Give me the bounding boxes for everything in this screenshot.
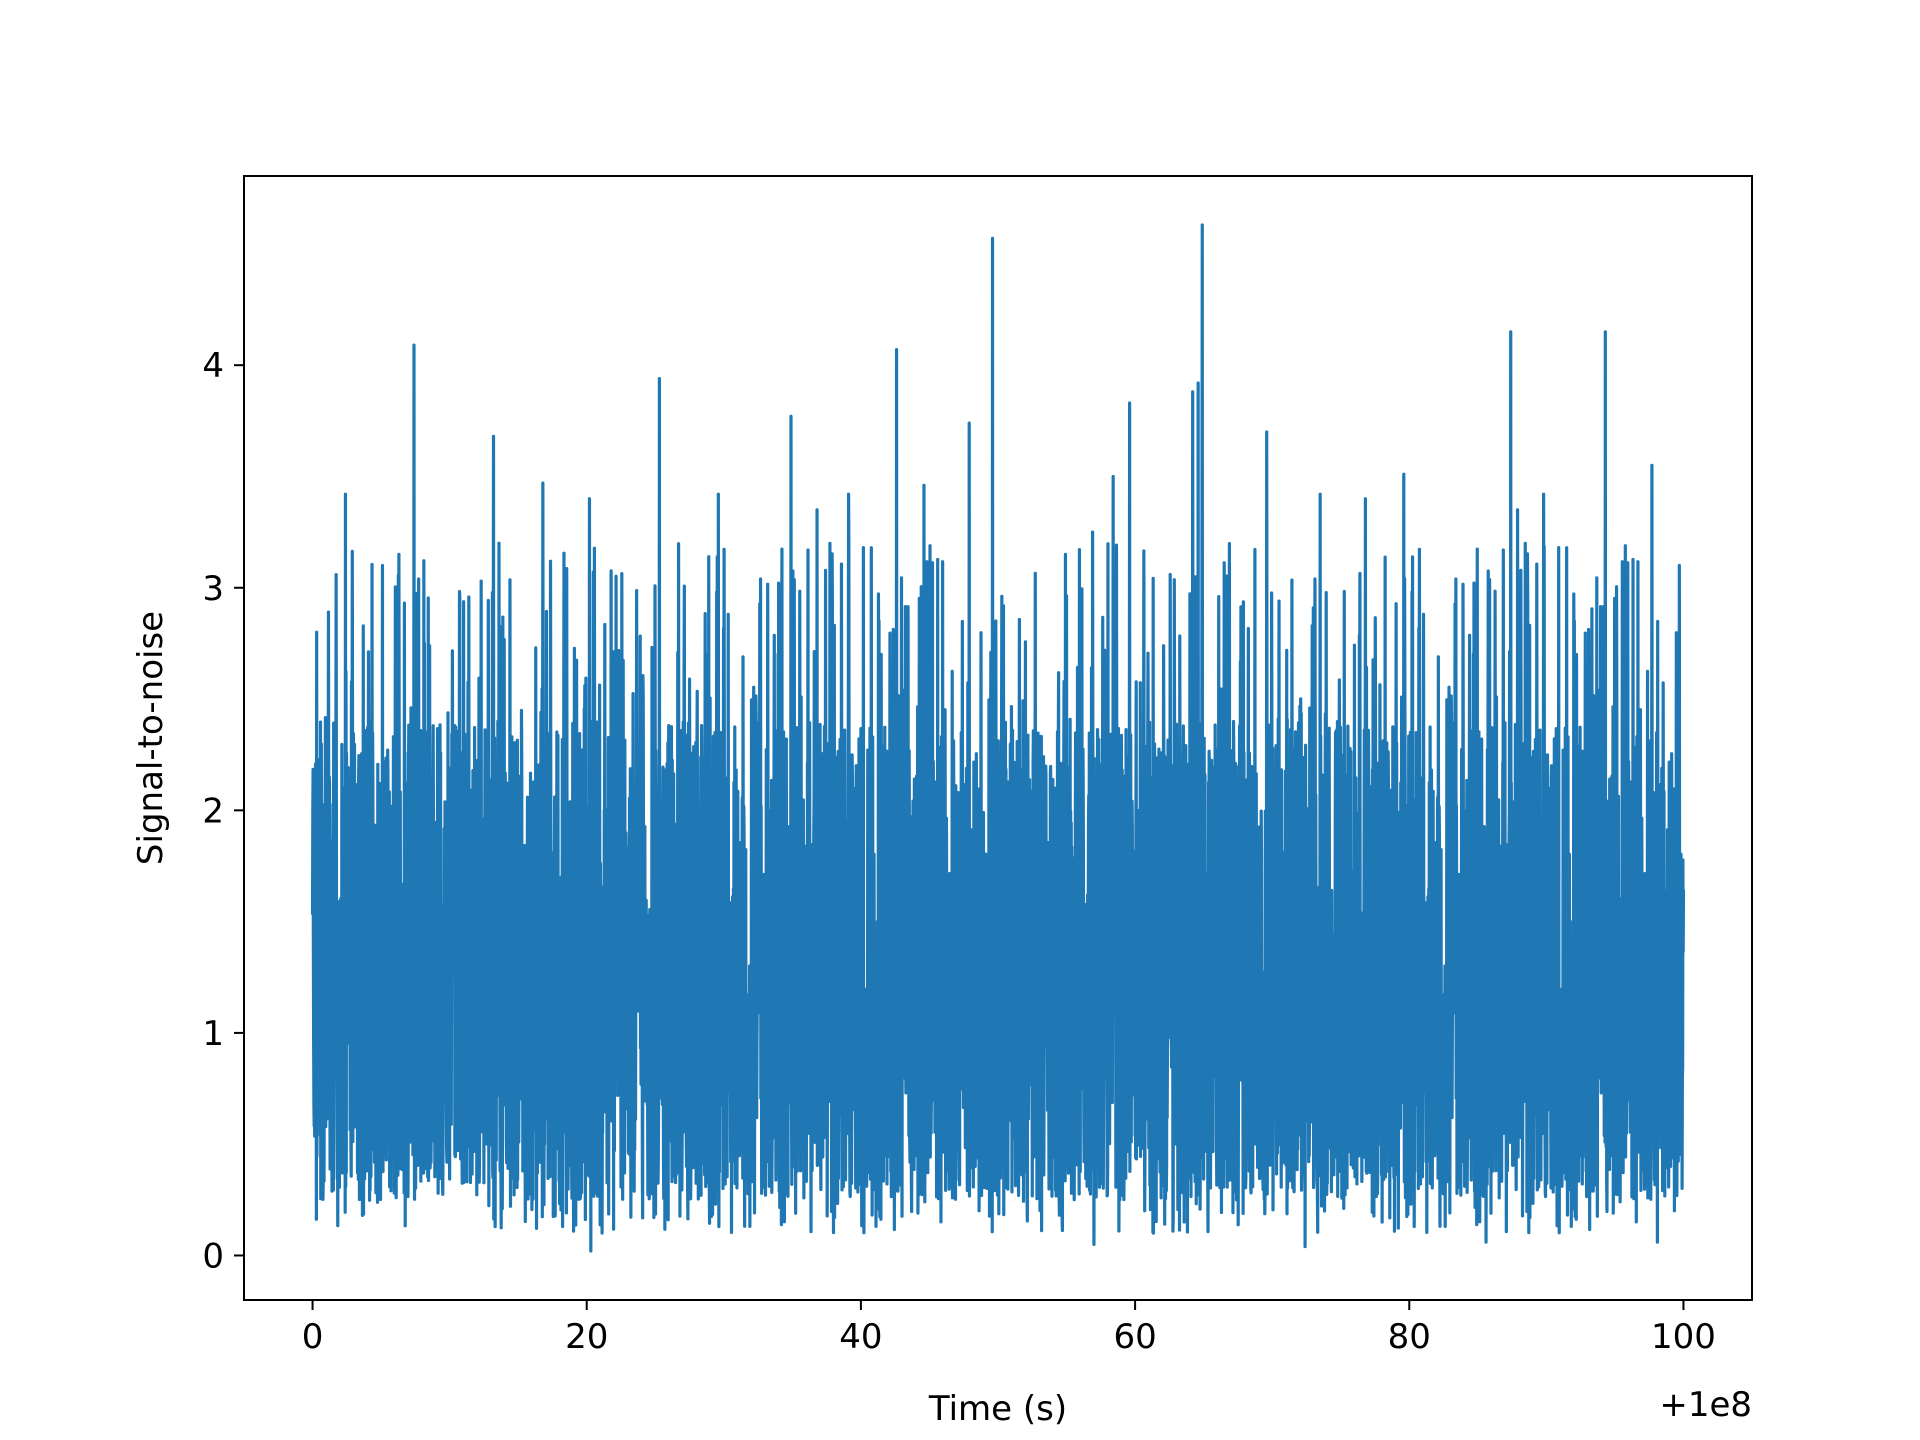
y-axis-ticks: 0 1 2 3 4 [202,346,244,1276]
x-tick-label: 100 [1651,1317,1716,1357]
x-axis-offset-label: +1e8 [1659,1385,1752,1425]
x-tick-label: 20 [565,1317,608,1357]
x-tick-label: 80 [1388,1317,1431,1357]
x-tick-label: 60 [1113,1317,1156,1357]
plot-frame [243,175,1753,1301]
x-axis-label: Time (s) [928,1389,1067,1429]
x-axis-ticks: 0 20 40 60 80 100 [302,1300,1716,1357]
y-tick-label: 2 [202,791,224,831]
snr-series-line [310,223,1686,1253]
x-tick-label: 40 [839,1317,882,1357]
x-tick-label: 0 [302,1317,324,1357]
y-tick-label: 1 [202,1014,224,1054]
y-tick-label: 0 [202,1236,224,1276]
y-tick-label: 3 [202,569,224,609]
y-axis-label: Signal-to-noise [131,611,171,865]
y-tick-label: 4 [202,346,224,386]
plot-area [310,223,1686,1253]
